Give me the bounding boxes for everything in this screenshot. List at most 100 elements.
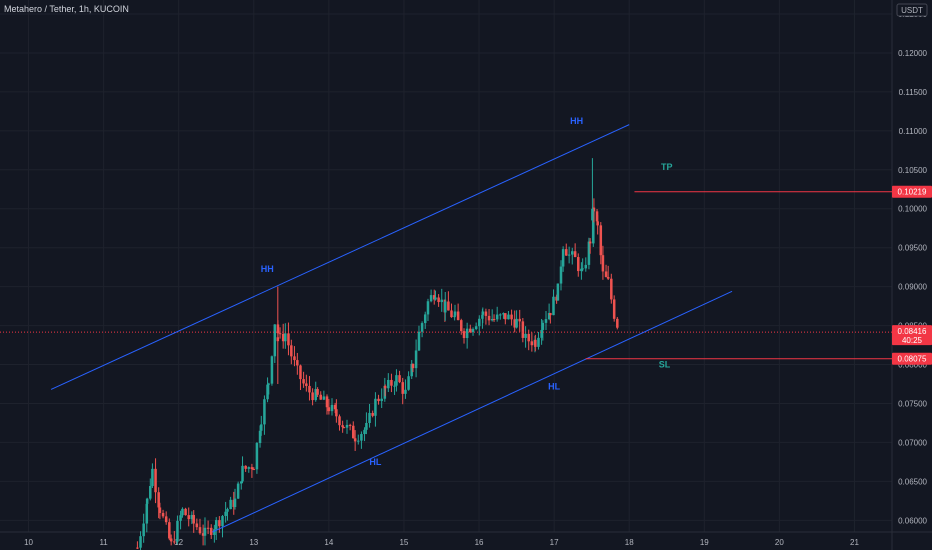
candle-body (556, 283, 560, 301)
candle-body (440, 299, 444, 303)
candle-body (612, 299, 616, 319)
candle-body (507, 314, 510, 320)
candle-body (252, 469, 256, 471)
candle-body (601, 255, 605, 272)
candle-body (149, 486, 152, 499)
current-price-value: 0.08416 (898, 327, 927, 336)
candle-body (314, 389, 317, 401)
time-tick-label: 19 (700, 538, 709, 547)
candle-body (284, 333, 287, 342)
candle-body (592, 207, 596, 212)
candle-body (266, 384, 269, 400)
candle-body (260, 424, 263, 431)
candle-body (139, 536, 142, 548)
candle-body (404, 389, 407, 394)
candle-body (561, 249, 565, 267)
price-tick-label: 0.10500 (898, 166, 927, 175)
candle-body (236, 483, 240, 499)
candle-body (559, 266, 563, 284)
candle-body (530, 341, 534, 346)
candle-body (524, 333, 527, 338)
candle-body (383, 385, 387, 389)
candle-body (604, 271, 608, 277)
candle-body (371, 412, 374, 416)
candle-body (214, 520, 218, 530)
candle-body (226, 509, 229, 512)
candle-body (564, 249, 568, 256)
candle-body (330, 404, 334, 412)
candle-body (587, 241, 591, 265)
candle-body (164, 516, 168, 523)
candle-body (580, 268, 583, 272)
candle-body (357, 440, 360, 442)
price-tick-label: 0.10000 (898, 205, 927, 214)
candle-body (278, 333, 282, 335)
time-tick-label: 10 (24, 538, 33, 547)
candle-body (311, 392, 314, 401)
candle-body (420, 323, 424, 332)
candle-body (481, 311, 485, 315)
candle-body (218, 520, 221, 527)
currency-label: USDT (901, 6, 923, 15)
price-tick-label: 0.07500 (898, 399, 927, 408)
time-tick-label: 13 (249, 538, 258, 547)
candle-body (224, 511, 227, 517)
candle-body (527, 333, 530, 342)
candle-body (407, 376, 410, 390)
candle-body (588, 241, 592, 244)
candle-body (296, 360, 299, 366)
time-tick-label: 18 (625, 538, 634, 547)
price-tick-label: 0.07000 (898, 438, 927, 447)
candle-body (487, 315, 491, 321)
candle-body (573, 251, 577, 258)
time-tick-label: 12 (174, 538, 183, 547)
candle-body (471, 329, 475, 333)
candle-body (447, 301, 450, 311)
hl-left: HL (369, 457, 381, 467)
candle-body (398, 375, 401, 383)
candle-body (571, 251, 574, 255)
price-tick-label: 0.06000 (898, 516, 927, 525)
price-tick-label: 0.11000 (899, 127, 928, 136)
candle-body (181, 508, 184, 516)
candle-body (281, 333, 285, 342)
candle-body (521, 321, 525, 338)
candle-body (229, 499, 232, 510)
candle-body (308, 385, 311, 393)
candle-body (592, 207, 595, 244)
hl-right: HL (548, 381, 560, 391)
candle-body (581, 268, 584, 270)
candle-body (417, 331, 421, 351)
candle-body (474, 326, 478, 330)
candle-body (168, 522, 171, 539)
candle-body (190, 514, 194, 520)
candle-body (577, 257, 580, 272)
candle-body (584, 264, 588, 269)
time-tick-label: 17 (550, 538, 559, 547)
candle-body (293, 356, 296, 361)
candle-body (203, 527, 207, 536)
candle-body (267, 383, 271, 385)
candle-body (145, 503, 149, 524)
candle-body (596, 221, 599, 226)
price-tick-label: 0.12000 (898, 49, 927, 58)
candle-body (161, 512, 165, 517)
candle-body (395, 375, 398, 386)
price-tick-label: 0.09000 (898, 283, 927, 292)
candle-body (462, 331, 466, 339)
candle-body (595, 211, 599, 222)
current-price-badge (892, 325, 932, 346)
sl-price-badge-text: 0.08075 (898, 355, 927, 364)
price-tick-label: 0.06500 (898, 477, 927, 486)
candle-body (599, 225, 603, 256)
current-price-countdown: 40:25 (902, 336, 923, 345)
candle-body (192, 514, 195, 524)
candle-body (610, 278, 613, 300)
candle-body (209, 527, 213, 535)
candle-body (450, 310, 453, 318)
candle-body (142, 523, 145, 537)
candle-body (154, 468, 157, 493)
candle-body (319, 394, 322, 400)
